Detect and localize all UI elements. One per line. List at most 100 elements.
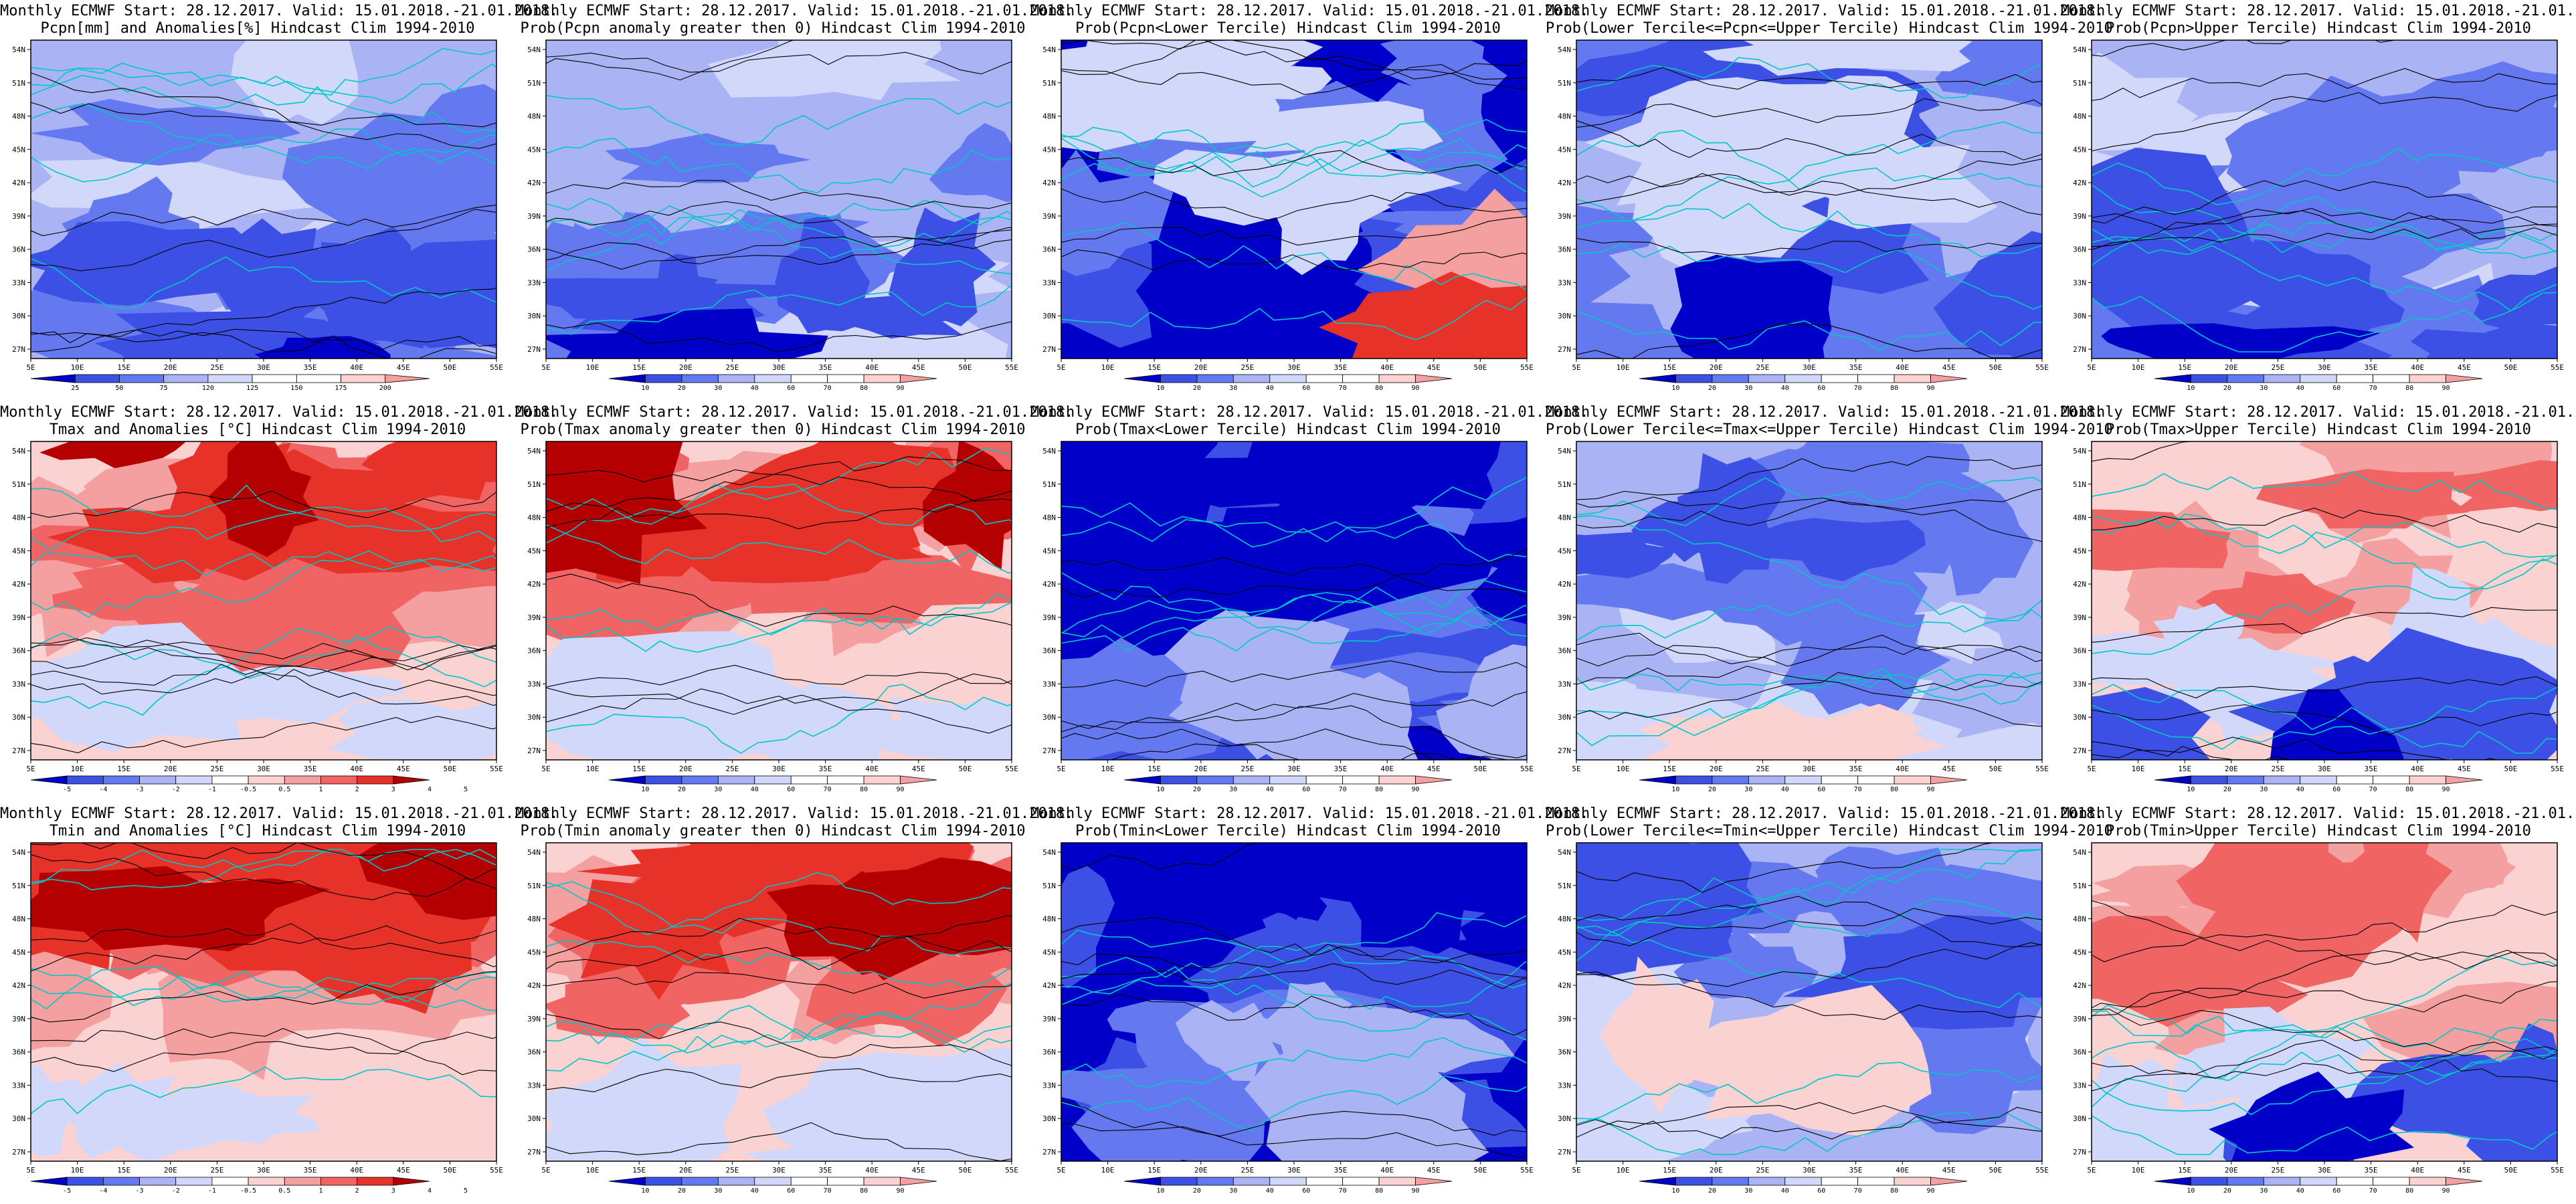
lat-tick-label: 45N (2073, 948, 2086, 957)
colorbar: -5 -4 -3 -2 -1 -0.5 0.5 1 2 3 4 5 (30, 775, 468, 793)
contour-line (1576, 633, 2042, 665)
colorbar-segment (1415, 775, 1453, 785)
contour-line (1061, 548, 1527, 598)
contour-line (546, 573, 1012, 627)
colorbar-label: 40 (1781, 786, 1789, 793)
lat-tick-label: 42N (1042, 580, 1056, 589)
colorbar-label: -5 (63, 786, 71, 793)
contour-line (2092, 68, 2557, 101)
contour-line (31, 672, 496, 706)
lon-tick-label: 45E (1942, 765, 1956, 773)
colorbar-label: 30 (714, 786, 722, 793)
lon-tick-label: 15E (1663, 363, 1676, 372)
coastline (2092, 1010, 2557, 1069)
coastline (546, 1011, 1012, 1072)
lon-tick-label: 30E (1803, 363, 1816, 372)
lat-tick-label: 30N (12, 1114, 25, 1123)
coastline (1061, 118, 1527, 188)
lat-tick-label: 51N (1558, 79, 1571, 88)
forecast-map: 54N 51N 48N 45N 42N 39N 36N 33N 30N 27N 5E 10E 15E 20… (0, 439, 515, 797)
contour-line (546, 490, 1012, 530)
contour-line (31, 925, 496, 972)
colorbar-segment (1930, 775, 1968, 785)
shaded-field-patch (31, 946, 113, 1051)
colorbar-label: 10 (1156, 385, 1164, 392)
lon-tick-label: 35E (2365, 765, 2378, 773)
lat-tick-label: 30N (1558, 312, 1571, 320)
colorbar-label: 60 (1817, 1187, 1825, 1195)
panel-title-line2: Prob(Pcpn>Upper Tercile) Hindcast Clim 1… (2106, 20, 2531, 37)
colorbar: 10 20 30 40 60 70 80 90 (2154, 374, 2483, 392)
colorbar-label: 20 (1193, 786, 1201, 793)
lat-tick-label: 48N (12, 112, 25, 121)
colorbar-segment (1784, 1177, 1822, 1186)
shaded-field-patch (2092, 52, 2199, 154)
colorbar-segment (2227, 374, 2264, 383)
coastline (31, 550, 496, 577)
lat-tick-label: 39N (1042, 1015, 1056, 1023)
colorbar-segment (1305, 374, 1344, 383)
colorbar-segment (681, 775, 719, 785)
colorbar-segment (1342, 775, 1380, 785)
colorbar-segment (2409, 775, 2446, 785)
lat-tick-label: 27N (527, 746, 541, 755)
coastline (1061, 296, 1527, 340)
colorbar-label: 90 (1927, 1187, 1935, 1195)
colorbar-segment (2263, 374, 2301, 383)
shaded-field-patch (231, 40, 358, 126)
coastline (2092, 292, 2557, 353)
colorbar-label: 30 (2260, 1187, 2268, 1195)
contour-line (1061, 249, 1527, 271)
lon-tick-label: 50E (1473, 765, 1487, 773)
coastline (546, 881, 1012, 956)
lat-tick-label: 27N (1042, 345, 1056, 354)
panel-title-line1: Monthly ECMWF Start: 28.12.2017. Valid: … (1030, 3, 1589, 19)
lat-tick-label: 39N (2073, 1015, 2086, 1023)
colorbar-segment (608, 1177, 646, 1186)
lon-tick-label: 50E (958, 765, 972, 773)
forecast-map: 54N 51N 48N 45N 42N 39N 36N 33N 30N 27N 5E 10E 15E 20… (2061, 840, 2576, 1198)
lon-tick-label: 35E (2365, 1166, 2378, 1175)
lon-tick-label: 35E (1849, 765, 1863, 773)
colorbar-label: -2 (172, 786, 180, 793)
coastline (31, 484, 496, 532)
lon-tick-label: 40E (1380, 1166, 1394, 1175)
lon-tick-label: 15E (1147, 1166, 1161, 1175)
shaded-field-patch (31, 286, 215, 359)
colorbar-label: 80 (2405, 1187, 2413, 1195)
colorbar-label: -1 (208, 786, 216, 793)
colorbar-segment (2191, 374, 2228, 383)
colorbar-segment (1639, 1177, 1676, 1186)
colorbar-segment (296, 374, 341, 383)
colorbar-label: 60 (787, 786, 795, 793)
shaded-field-patch (2410, 323, 2557, 359)
coastline (31, 967, 496, 1006)
coastline (546, 593, 1012, 653)
lat-tick-label: 54N (527, 447, 541, 456)
coastline (31, 74, 496, 134)
lon-tick-label: 50E (443, 1166, 456, 1175)
lon-tick-label: 55E (2551, 765, 2564, 773)
lat-tick-label: 42N (527, 179, 541, 187)
lon-tick-label: 25E (1756, 765, 1769, 773)
panel-title-line1: Monthly ECMWF Start: 28.12.2017. Valid: … (1546, 3, 2104, 19)
lat-tick-label: 39N (1042, 613, 1056, 622)
lat-tick-label: 54N (1558, 45, 1571, 54)
colorbar-segment (163, 374, 209, 383)
lat-tick-label: 39N (12, 613, 25, 622)
lon-tick-label: 15E (117, 1166, 130, 1175)
colorbar-label: 20 (678, 786, 686, 793)
shaded-field-patch (762, 1047, 1012, 1161)
colorbar-label: 10 (2187, 1187, 2195, 1195)
shaded-field-patch (2092, 509, 2231, 571)
colorbar-segment (1123, 775, 1161, 785)
lon-tick-label: 25E (210, 1166, 223, 1175)
contour-line (31, 72, 496, 128)
contour-line (31, 1031, 496, 1072)
panel-title-line2: Prob(Tmax anomaly greater then 0) Hindca… (520, 421, 1026, 438)
colorbar-segment (102, 775, 140, 785)
colorbar-segment (1305, 1177, 1344, 1186)
colorbar-segment (357, 1177, 394, 1186)
colorbar: 10 20 30 40 60 70 80 90 (1639, 1177, 1968, 1195)
